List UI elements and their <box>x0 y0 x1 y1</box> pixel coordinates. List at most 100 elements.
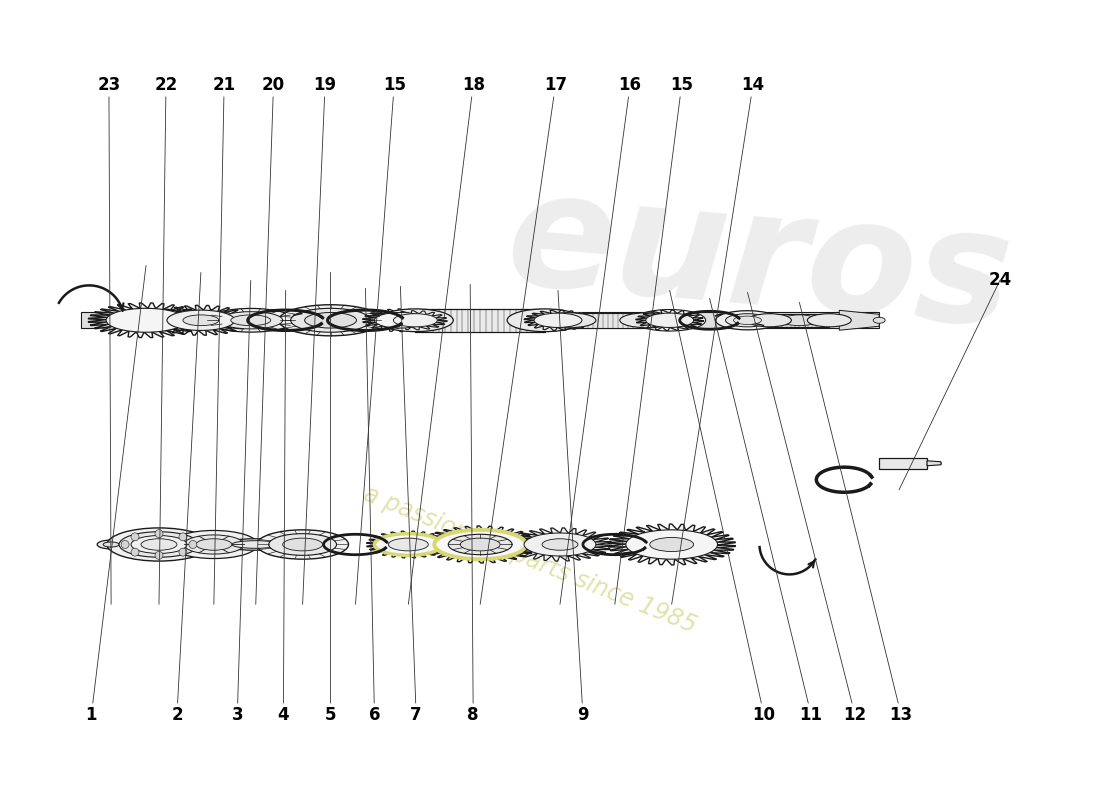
Ellipse shape <box>377 309 453 332</box>
Ellipse shape <box>220 538 292 550</box>
Text: 8: 8 <box>468 285 478 724</box>
Text: 17: 17 <box>481 76 566 604</box>
Ellipse shape <box>651 315 688 326</box>
Ellipse shape <box>177 313 224 327</box>
Ellipse shape <box>532 535 587 554</box>
Text: 15: 15 <box>355 76 406 604</box>
Ellipse shape <box>305 313 356 328</box>
Circle shape <box>189 541 197 549</box>
Text: 3: 3 <box>231 281 251 724</box>
Text: 13: 13 <box>800 302 913 724</box>
Text: 9: 9 <box>558 290 589 724</box>
Ellipse shape <box>207 309 295 332</box>
Ellipse shape <box>184 535 244 554</box>
Ellipse shape <box>434 530 526 559</box>
Ellipse shape <box>170 530 257 558</box>
Ellipse shape <box>374 313 427 328</box>
Text: a passion for parts since 1985: a passion for parts since 1985 <box>360 482 700 638</box>
Ellipse shape <box>183 315 219 326</box>
Polygon shape <box>525 310 592 330</box>
Ellipse shape <box>106 308 186 332</box>
Ellipse shape <box>781 315 817 326</box>
Ellipse shape <box>716 310 780 330</box>
Text: 20: 20 <box>255 76 285 604</box>
Ellipse shape <box>646 313 694 327</box>
Circle shape <box>121 541 129 549</box>
Ellipse shape <box>748 314 791 327</box>
Ellipse shape <box>103 542 119 547</box>
Ellipse shape <box>97 540 125 549</box>
Ellipse shape <box>118 312 174 329</box>
Ellipse shape <box>734 316 761 325</box>
Ellipse shape <box>460 538 500 551</box>
Polygon shape <box>839 310 879 330</box>
Ellipse shape <box>219 312 283 329</box>
Circle shape <box>155 551 163 559</box>
Ellipse shape <box>440 532 520 558</box>
Ellipse shape <box>726 314 769 327</box>
Text: 6: 6 <box>365 288 381 724</box>
Text: 1: 1 <box>86 266 146 724</box>
Ellipse shape <box>278 305 383 336</box>
Ellipse shape <box>638 534 705 555</box>
Text: 16: 16 <box>560 76 641 604</box>
Polygon shape <box>384 310 448 330</box>
Polygon shape <box>151 306 251 335</box>
Ellipse shape <box>534 313 582 327</box>
Ellipse shape <box>231 315 271 326</box>
Circle shape <box>155 530 163 538</box>
Text: 11: 11 <box>710 298 823 724</box>
Ellipse shape <box>394 314 438 327</box>
Polygon shape <box>636 310 704 330</box>
Polygon shape <box>422 526 538 563</box>
Text: 2: 2 <box>172 273 201 724</box>
Ellipse shape <box>542 538 578 550</box>
Ellipse shape <box>626 530 717 559</box>
Ellipse shape <box>232 541 279 548</box>
Polygon shape <box>363 309 438 332</box>
Ellipse shape <box>507 309 583 332</box>
Polygon shape <box>366 531 450 558</box>
Ellipse shape <box>388 538 428 551</box>
Ellipse shape <box>268 534 337 555</box>
Text: 7: 7 <box>400 286 422 724</box>
Text: 4: 4 <box>277 290 289 724</box>
Ellipse shape <box>131 535 187 554</box>
Circle shape <box>131 548 139 556</box>
Text: 19: 19 <box>302 76 337 604</box>
Ellipse shape <box>524 533 596 556</box>
Ellipse shape <box>283 538 322 551</box>
Text: 23: 23 <box>97 76 121 604</box>
Ellipse shape <box>167 310 234 330</box>
Ellipse shape <box>107 528 211 561</box>
Polygon shape <box>416 309 544 332</box>
Ellipse shape <box>290 308 371 332</box>
Polygon shape <box>81 312 879 328</box>
Ellipse shape <box>873 318 886 323</box>
Polygon shape <box>508 528 612 561</box>
Circle shape <box>179 533 187 541</box>
Polygon shape <box>608 524 736 565</box>
Ellipse shape <box>256 530 349 559</box>
Ellipse shape <box>381 535 437 554</box>
Polygon shape <box>568 313 648 328</box>
Ellipse shape <box>449 534 513 554</box>
Polygon shape <box>88 303 204 338</box>
Circle shape <box>179 548 187 556</box>
Ellipse shape <box>540 313 596 328</box>
Text: 21: 21 <box>212 76 235 604</box>
Ellipse shape <box>634 310 705 331</box>
Ellipse shape <box>807 314 851 327</box>
Text: 5: 5 <box>324 273 337 724</box>
Ellipse shape <box>119 532 199 558</box>
Polygon shape <box>769 314 829 327</box>
Ellipse shape <box>374 534 442 555</box>
Polygon shape <box>927 461 940 466</box>
Text: 24: 24 <box>988 271 1012 290</box>
Ellipse shape <box>650 538 694 551</box>
Ellipse shape <box>141 538 177 550</box>
Ellipse shape <box>383 315 418 326</box>
Text: 12: 12 <box>748 292 867 724</box>
Text: 14: 14 <box>672 76 764 604</box>
Text: 10: 10 <box>670 290 776 724</box>
